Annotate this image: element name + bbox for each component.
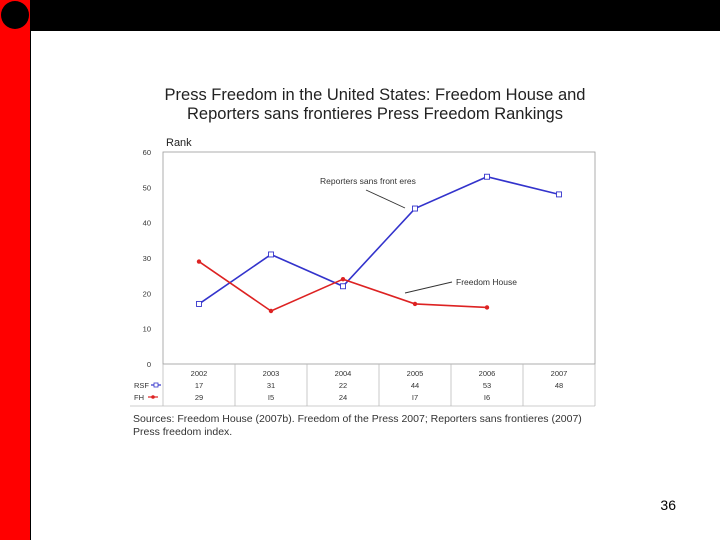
y-tick-label: 50 xyxy=(143,183,151,192)
data-point-rsf xyxy=(556,191,562,198)
left-accent-bar xyxy=(0,0,31,540)
x-category-label: 2003 xyxy=(263,369,280,378)
table-cell: I5 xyxy=(268,393,274,402)
data-point-fh xyxy=(268,308,274,314)
data-point-rsf xyxy=(268,251,274,258)
legend-key-marker xyxy=(151,395,155,399)
data-point-fh xyxy=(412,301,418,307)
y-tick-label: 0 xyxy=(147,360,151,369)
table-cell: I7 xyxy=(412,393,418,402)
legend-key-marker xyxy=(153,382,159,388)
table-cell: 22 xyxy=(339,381,347,390)
y-tick-label: 20 xyxy=(143,289,151,298)
table-row-label: RSF xyxy=(134,381,149,390)
top-bar xyxy=(0,0,720,31)
sources-note: Sources: Freedom House (2007b). Freedom … xyxy=(133,413,582,438)
chart-title-line-2: Reporters sans frontieres Press Freedom … xyxy=(187,105,563,123)
table-cell: I6 xyxy=(484,393,490,402)
table-cell: 24 xyxy=(339,393,347,402)
data-point-rsf xyxy=(340,283,346,290)
table-cell: 48 xyxy=(555,381,563,390)
annotation-fh: Freedom House xyxy=(456,277,517,287)
table-cell: 53 xyxy=(483,381,491,390)
table-cell: 44 xyxy=(411,381,419,390)
data-point-rsf xyxy=(412,205,418,212)
annotation-leader-rsf xyxy=(365,189,406,209)
data-point-fh xyxy=(484,305,490,310)
x-category-label: 2007 xyxy=(551,369,568,378)
y-tick-label: 60 xyxy=(143,148,151,157)
data-point-rsf xyxy=(484,173,490,180)
data-point-rsf xyxy=(196,300,202,307)
chart-title: Press Freedom in the United States: Free… xyxy=(130,86,620,124)
table-cell: 29 xyxy=(195,393,203,402)
annotation-rsf: Reporters sans front eres xyxy=(320,176,416,186)
table-cell: 17 xyxy=(195,381,203,390)
table-cell: 31 xyxy=(267,381,275,390)
y-tick-label: 30 xyxy=(143,254,151,263)
slide-number: 36 xyxy=(660,497,676,513)
x-category-label: 2006 xyxy=(479,369,496,378)
y-axis-label: Rank xyxy=(166,137,192,149)
x-category-label: 2005 xyxy=(407,369,424,378)
table-row-label: FH xyxy=(134,393,144,402)
y-tick-label: 40 xyxy=(143,219,151,228)
data-point-fh xyxy=(196,259,202,264)
x-category-label: 2004 xyxy=(335,369,352,378)
chart-title-line-1: Press Freedom in the United States: Free… xyxy=(164,86,586,104)
x-category-label: 2002 xyxy=(191,369,208,378)
annotation-leader-fh xyxy=(404,281,453,294)
series-line-rsf xyxy=(198,175,560,305)
y-tick-label: 10 xyxy=(143,325,151,334)
data-point-fh xyxy=(340,277,346,282)
corner-dot xyxy=(1,1,29,29)
